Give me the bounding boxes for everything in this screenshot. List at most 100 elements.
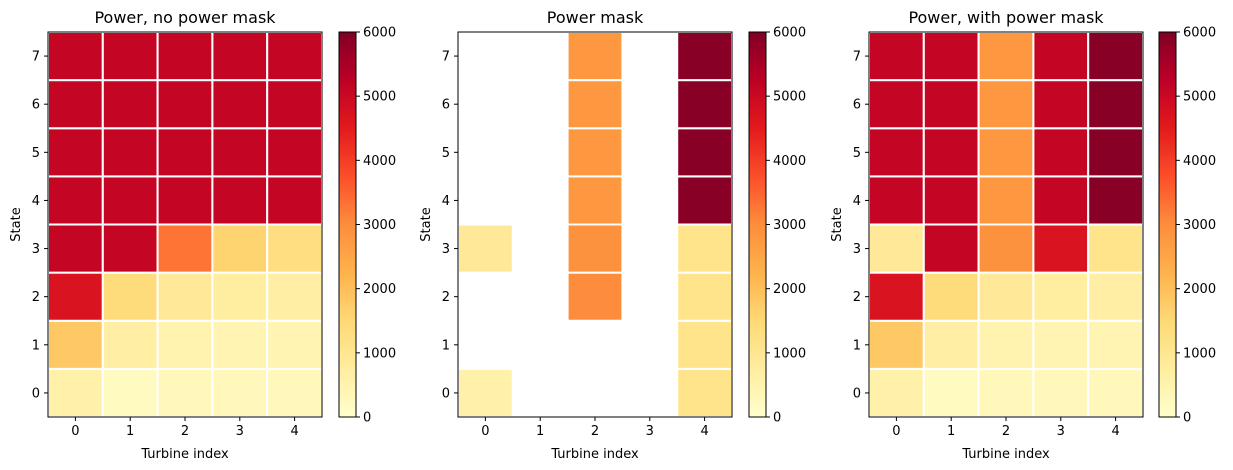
heatmap-cell <box>211 271 269 322</box>
heatmap-cell <box>922 127 980 178</box>
y-tick-label: 0 <box>32 386 40 401</box>
colorbar <box>338 31 357 418</box>
x-tick-label: 0 <box>481 424 489 439</box>
heatmap-cell <box>101 79 159 130</box>
heatmap-cell <box>156 319 214 370</box>
heatmap-cell <box>266 31 324 82</box>
heatmap-cell <box>1032 367 1090 418</box>
heatmap-cell <box>566 127 624 178</box>
heatmap-cell <box>676 175 734 226</box>
x-axis-label: Turbine index <box>961 447 1050 462</box>
colorbar-tick-label: 0 <box>1183 411 1191 426</box>
heatmap-cell <box>922 271 980 322</box>
heatmap-cell <box>868 271 925 322</box>
heatmap-cell <box>1032 175 1090 226</box>
y-tick-label: 4 <box>442 194 450 209</box>
heatmap-cell <box>266 223 324 274</box>
heatmap-cell <box>47 319 104 370</box>
heatmap-cell <box>211 127 269 178</box>
y-tick-label: 4 <box>853 194 861 209</box>
heatmap-cell <box>457 367 514 418</box>
heatmap-cell <box>266 367 324 418</box>
y-tick-label: 3 <box>32 242 40 257</box>
heatmap-cell <box>211 319 269 370</box>
heatmap-cell <box>156 127 214 178</box>
colorbar-tick-label: 1000 <box>773 346 806 361</box>
heatmap-cell <box>156 367 214 418</box>
colorbar-tick-label: 3000 <box>1183 218 1216 233</box>
heatmap-cell <box>266 271 324 322</box>
colorbar-tick-label: 2000 <box>363 282 396 297</box>
colorbar <box>1158 31 1177 418</box>
heatmap-panel-0: 0 1 2 3 4 0 1 2 3 4 5 6 7 Power, no power mask Turbine… <box>9 8 396 462</box>
heatmap-cell <box>676 79 734 130</box>
heatmap-cell <box>156 79 214 130</box>
colorbar-tick-label: 2000 <box>773 282 806 297</box>
x-tick-label: 1 <box>126 424 134 439</box>
heatmap-cell <box>47 223 104 274</box>
heatmap-cell <box>101 223 159 274</box>
heatmap-cell <box>266 175 324 226</box>
heatmap-cell <box>1087 223 1144 274</box>
heatmap-cell <box>977 319 1035 370</box>
heatmap-cell <box>47 79 104 130</box>
y-axis-label: State <box>419 207 434 241</box>
y-tick-label: 6 <box>853 98 861 113</box>
colorbar-tick-label: 0 <box>363 411 371 426</box>
colorbar-tick-label: 0 <box>773 411 781 426</box>
heatmap-cell <box>1087 175 1144 226</box>
heatmap-cell <box>977 223 1035 274</box>
heatmap-cell <box>922 175 980 226</box>
heatmap-cell <box>868 31 925 82</box>
x-tick-label: 2 <box>181 424 189 439</box>
heatmap-cell <box>1087 271 1144 322</box>
heatmap-cell <box>868 175 925 226</box>
x-tick-label: 3 <box>1057 424 1065 439</box>
heatmap-cell <box>676 31 734 82</box>
y-tick-label: 5 <box>32 146 40 161</box>
y-tick-label: 0 <box>853 386 861 401</box>
heatmap-cell <box>1032 223 1090 274</box>
y-tick-label: 6 <box>442 98 450 113</box>
x-tick-label: 2 <box>1002 424 1010 439</box>
heatmap-cell <box>977 79 1035 130</box>
heatmap-cell <box>977 31 1035 82</box>
x-tick-label: 1 <box>947 424 955 439</box>
heatmap-cell <box>47 367 104 418</box>
heatmap-cell <box>868 223 925 274</box>
heatmap-cell <box>977 127 1035 178</box>
x-tick-label: 0 <box>892 424 900 439</box>
heatmap-cell <box>566 223 624 274</box>
heatmap-cell <box>1087 127 1144 178</box>
y-tick-label: 1 <box>32 338 40 353</box>
heatmap-cell <box>977 175 1035 226</box>
heatmap-cell <box>266 319 324 370</box>
x-tick-label: 3 <box>646 424 654 439</box>
y-tick-label: 3 <box>853 242 861 257</box>
heatmap-cell <box>566 271 624 322</box>
heatmap-cell <box>868 79 925 130</box>
y-tick-label: 5 <box>853 146 861 161</box>
heatmap-cell <box>566 31 624 82</box>
heatmap-cell <box>101 175 159 226</box>
heatmap-cell <box>156 271 214 322</box>
colorbar-tick-label: 1000 <box>1183 346 1216 361</box>
heatmap-cell <box>676 127 734 178</box>
heatmap-cell <box>1032 127 1090 178</box>
chart-title: Power mask <box>547 8 644 27</box>
x-tick-label: 4 <box>700 424 708 439</box>
y-tick-label: 1 <box>853 338 861 353</box>
heatmap-cell <box>566 79 624 130</box>
heatmap-cell <box>676 223 734 274</box>
heatmap-cell <box>676 367 734 418</box>
heatmap-cell <box>922 367 980 418</box>
heatmap-cell <box>676 319 734 370</box>
heatmap-cell <box>922 223 980 274</box>
x-tick-label: 1 <box>536 424 544 439</box>
y-tick-label: 3 <box>442 242 450 257</box>
heatmap-cell <box>266 79 324 130</box>
y-axis-label: State <box>9 207 24 241</box>
x-tick-label: 4 <box>290 424 298 439</box>
heatmap-cell <box>566 175 624 226</box>
